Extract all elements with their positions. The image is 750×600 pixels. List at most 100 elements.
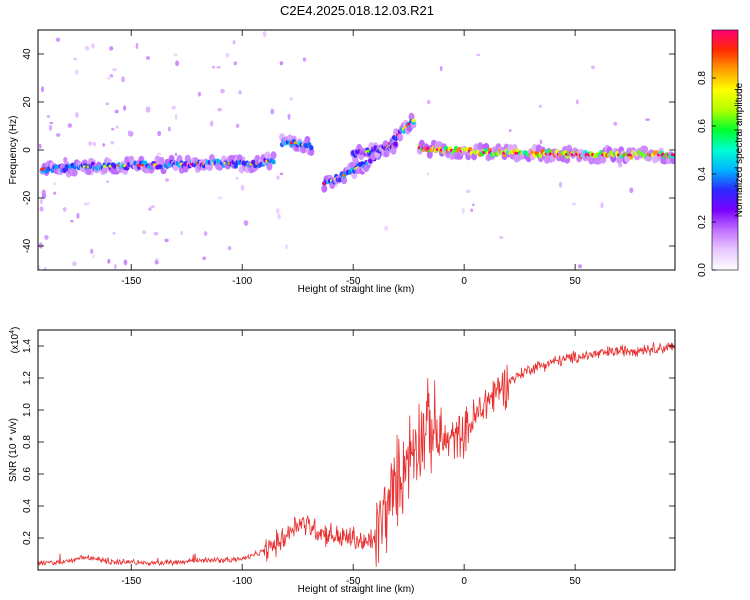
- heatmap-cell-43: [238, 90, 242, 95]
- heatmap-cell-64: [174, 113, 178, 121]
- heatmap-cell-57: [114, 109, 119, 114]
- heatmap-cell-60: [240, 184, 245, 191]
- heatmap-cell-2: [575, 99, 579, 105]
- heatmap-cell-33: [44, 234, 49, 240]
- heatmap-cell-46: [276, 175, 280, 181]
- heatmap-cell-82: [48, 124, 53, 131]
- heatmap-layer: [38, 30, 675, 270]
- heatmap-cell-123: [154, 260, 159, 265]
- snr-y-axis-label: SNR (10 * v/v): [8, 418, 19, 482]
- heatmap-cell-315: [206, 163, 213, 172]
- snr-x-ticks: -150 -100 -50 0 50: [121, 330, 581, 587]
- heatmap-cell-167: [71, 168, 78, 177]
- heatmap-cell-262: [158, 156, 165, 165]
- heatmap-cell-35: [235, 176, 239, 180]
- heatmap-cell-125: [156, 152, 162, 156]
- heatmap-cell-44: [55, 37, 61, 42]
- heatmap-cell-527: [411, 118, 416, 123]
- heatmap-cell-381: [266, 162, 273, 171]
- heatmap-cell-101: [461, 207, 465, 214]
- snr-y-ticks: 0.2 0.4 0.6 0.8 1.0 1.2 1.4: [22, 339, 675, 545]
- heatmap-cell-863: [670, 153, 675, 157]
- heatmap-cell-24: [110, 127, 115, 131]
- heatmap-cell-73: [113, 263, 117, 270]
- colorbar-label: Normalized spectral amplitude: [734, 82, 745, 217]
- heatmap-cell-590: [426, 150, 433, 159]
- heatmap-cell-92: [645, 118, 650, 121]
- snr-x-tick-label: 50: [570, 576, 582, 587]
- heatmap-cell-4: [40, 198, 43, 205]
- heatmap-cell-25: [202, 256, 206, 261]
- heatmap-cell-476: [368, 158, 373, 164]
- heatmap-cell-14: [285, 244, 288, 250]
- colorbar-tick-label: 0.2: [697, 215, 708, 229]
- snr-x-axis-label: Height of straight line (km): [298, 584, 415, 595]
- heatmap-cell-48: [53, 181, 56, 186]
- heatmap-cell-3: [279, 172, 284, 176]
- heatmap-cell-0: [145, 56, 151, 60]
- heatmap-cell-457: [351, 171, 358, 180]
- heatmap-cell-132: [74, 69, 79, 75]
- snr-y-tick-label: 1.4: [22, 339, 33, 353]
- heatmap-cell-38: [55, 133, 61, 137]
- heatmap-cell-19: [600, 202, 604, 209]
- heatmap-cell-1: [590, 65, 596, 70]
- heatmap-cell-62: [90, 248, 94, 254]
- figure-title: C2E4.2025.018.12.03.R21: [280, 3, 434, 18]
- snr-x-tick-label: -100: [232, 576, 252, 587]
- heatmap-cell-76: [107, 77, 110, 80]
- snr-y-multiplier: (x104): [9, 327, 21, 354]
- heatmap-cell-120: [384, 225, 389, 232]
- colorbar: 0.0 0.2 0.4 0.6 0.8 Normalized spectral ampl…: [697, 29, 745, 277]
- heatmap-cell-52: [439, 66, 443, 72]
- heatmap-cell-130: [153, 231, 159, 236]
- heatmap-cell-12: [171, 105, 176, 110]
- heatmap-cell-22: [62, 207, 67, 212]
- heatmap-cell-54: [141, 230, 147, 235]
- heatmap-cell-36: [76, 212, 80, 219]
- heatmap-cell-861: [670, 156, 675, 165]
- heatmap-cell-108: [67, 123, 73, 128]
- colorbar-tick-label: 0.0: [697, 263, 708, 277]
- heatmap-cell-105: [538, 104, 542, 109]
- snr-x-tick-label: 0: [461, 576, 467, 587]
- heatmap-cell-417: [304, 136, 311, 144]
- heatmap-cell-39: [115, 125, 119, 129]
- heatmap-cell-98: [106, 180, 110, 183]
- heatmap-cell-829: [642, 145, 649, 154]
- heatmap-cell-114: [92, 254, 95, 259]
- heatmap-cell-116: [150, 205, 155, 209]
- colorbar-tick-label: 0.6: [697, 119, 708, 133]
- heatmap-cell-100: [617, 162, 623, 168]
- heatmap-cell-507: [397, 133, 404, 142]
- heatmap-cell-50: [235, 123, 240, 129]
- heatmap-cell-81: [243, 220, 249, 226]
- spectrogram-x-tick-label: 50: [570, 276, 582, 287]
- heatmap-cell-9: [233, 61, 237, 66]
- heatmap-cell-127: [135, 42, 139, 50]
- heatmap-cell-85: [110, 141, 115, 145]
- heatmap-cell-20: [164, 238, 169, 243]
- heatmap-cell-199: [102, 165, 108, 174]
- snr-x-tick-label: -50: [346, 576, 361, 587]
- heatmap-cell-75: [470, 208, 474, 213]
- heatmap-cell-91: [287, 113, 291, 120]
- heatmap-cell-7: [157, 130, 162, 137]
- heatmap-cell-115: [49, 121, 54, 125]
- heatmap-cell-68: [148, 207, 152, 211]
- heatmap-cell-71: [476, 53, 481, 57]
- heatmap-cell-17: [472, 203, 475, 207]
- heatmap-cell-21: [179, 230, 184, 236]
- heatmap-cell-122: [46, 115, 51, 118]
- spectrogram-y-tick-label: 20: [22, 96, 33, 108]
- heatmap-cell-128: [232, 40, 236, 45]
- heatmap-cell-79: [167, 126, 171, 132]
- heatmap-cell-83: [218, 196, 223, 200]
- heatmap-cell-783: [600, 155, 607, 164]
- heatmap-cell-47: [539, 139, 543, 145]
- heatmap-cell-5: [426, 99, 431, 105]
- heatmap-cell-112: [88, 141, 93, 146]
- heatmap-cell-102: [279, 61, 284, 66]
- heatmap-cell-40: [571, 202, 577, 206]
